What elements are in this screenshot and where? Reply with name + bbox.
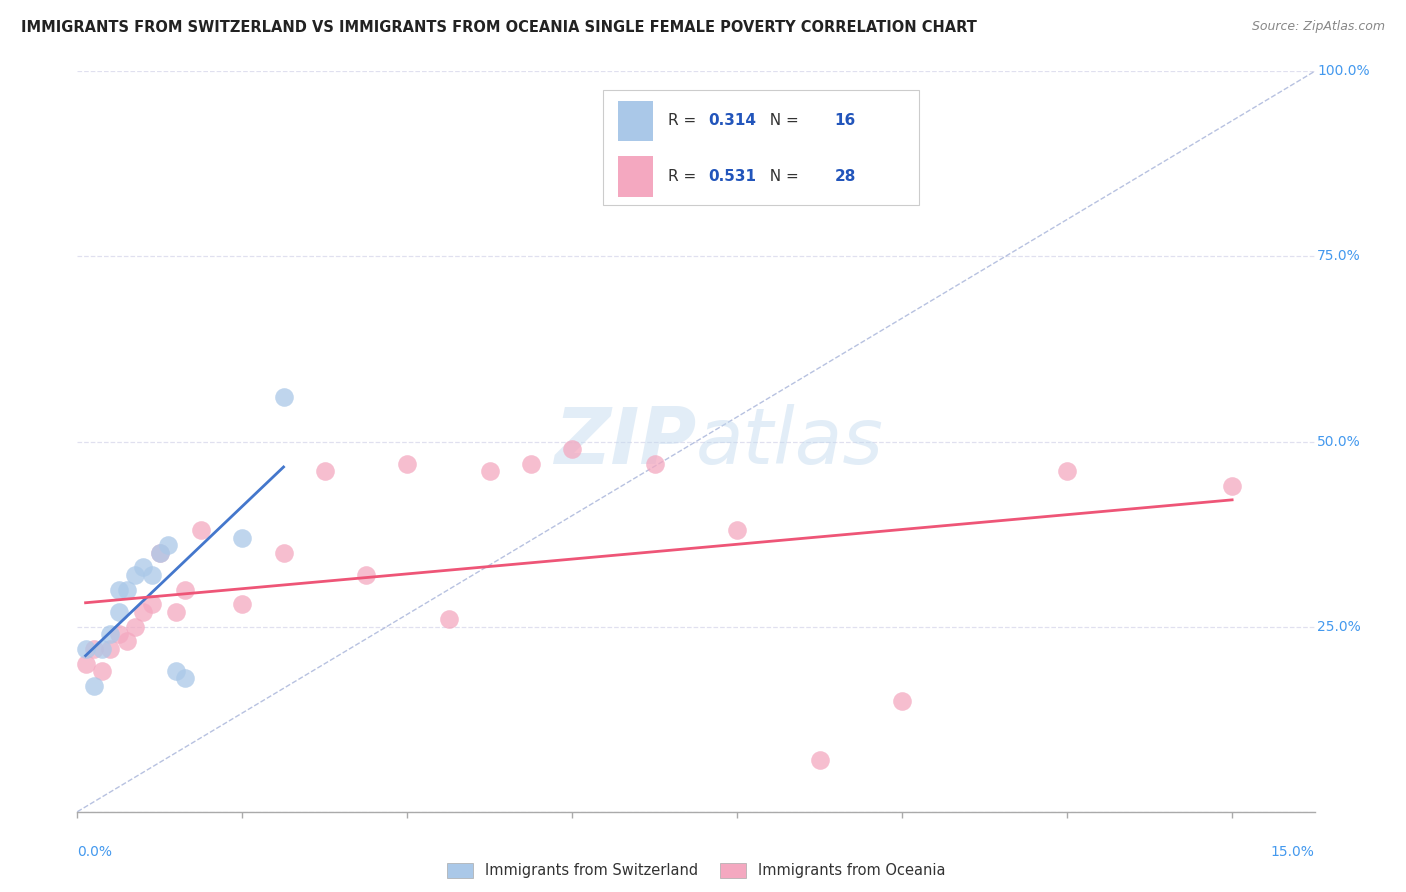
Text: 0.314: 0.314 (709, 113, 756, 128)
Text: 0.531: 0.531 (709, 169, 756, 184)
Point (808, 753, 831, 767)
Text: 28: 28 (835, 169, 856, 184)
Point (149, 546, 172, 560)
Point (354, 567, 377, 582)
Point (107, 627, 129, 641)
Point (157, 538, 180, 552)
Point (165, 605, 187, 619)
Text: Source: ZipAtlas.com: Source: ZipAtlas.com (1251, 20, 1385, 33)
FancyBboxPatch shape (619, 101, 652, 141)
Text: IMMIGRANTS FROM SWITZERLAND VS IMMIGRANTS FROM OCEANIA SINGLE FEMALE POVERTY COR: IMMIGRANTS FROM SWITZERLAND VS IMMIGRANT… (21, 20, 977, 35)
Point (231, 598, 253, 612)
Text: 100.0%: 100.0% (1317, 64, 1369, 78)
Text: R =: R = (668, 113, 700, 128)
Point (83, 679, 105, 693)
Legend: Immigrants from Switzerland, Immigrants from Oceania: Immigrants from Switzerland, Immigrants … (447, 863, 945, 879)
Point (91, 664, 114, 678)
Point (149, 546, 172, 560)
Text: 50.0%: 50.0% (1317, 434, 1361, 449)
Point (644, 457, 666, 471)
Point (75, 641, 97, 656)
Point (173, 672, 195, 686)
FancyBboxPatch shape (603, 90, 918, 204)
Text: 16: 16 (835, 113, 856, 128)
Point (115, 582, 138, 597)
Point (314, 464, 336, 478)
Point (83, 641, 105, 656)
Text: 25.0%: 25.0% (1317, 620, 1361, 633)
Point (190, 524, 212, 538)
Point (124, 619, 146, 633)
Point (725, 524, 748, 538)
Point (478, 464, 501, 478)
Point (98, 641, 121, 656)
Point (98, 627, 121, 641)
Point (115, 634, 138, 648)
Point (165, 664, 187, 678)
Point (1220, 479, 1243, 493)
Point (437, 612, 460, 626)
Text: 15.0%: 15.0% (1271, 845, 1315, 859)
Text: ZIP: ZIP (554, 403, 696, 480)
Point (141, 598, 163, 612)
Text: R =: R = (668, 169, 700, 184)
Point (107, 605, 129, 619)
Point (132, 560, 155, 574)
Point (124, 567, 146, 582)
Point (132, 605, 155, 619)
Point (561, 442, 583, 456)
Point (891, 694, 914, 708)
Text: atlas: atlas (696, 403, 884, 480)
Point (91, 641, 114, 656)
Text: N =: N = (761, 113, 804, 128)
FancyBboxPatch shape (619, 156, 652, 197)
Point (231, 531, 253, 545)
Point (141, 567, 163, 582)
Point (107, 582, 129, 597)
Point (273, 546, 295, 560)
Text: 75.0%: 75.0% (1317, 250, 1361, 263)
Point (75, 657, 97, 671)
Text: 0.0%: 0.0% (77, 845, 112, 859)
Point (520, 457, 543, 471)
Point (173, 582, 195, 597)
Point (396, 457, 419, 471)
Point (273, 390, 295, 404)
Point (1056, 464, 1078, 478)
Text: N =: N = (761, 169, 804, 184)
